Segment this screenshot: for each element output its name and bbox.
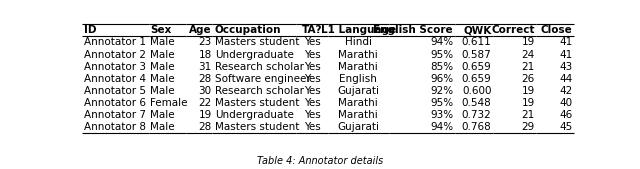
Text: Table 4: Annotator details: Table 4: Annotator details bbox=[257, 156, 383, 166]
